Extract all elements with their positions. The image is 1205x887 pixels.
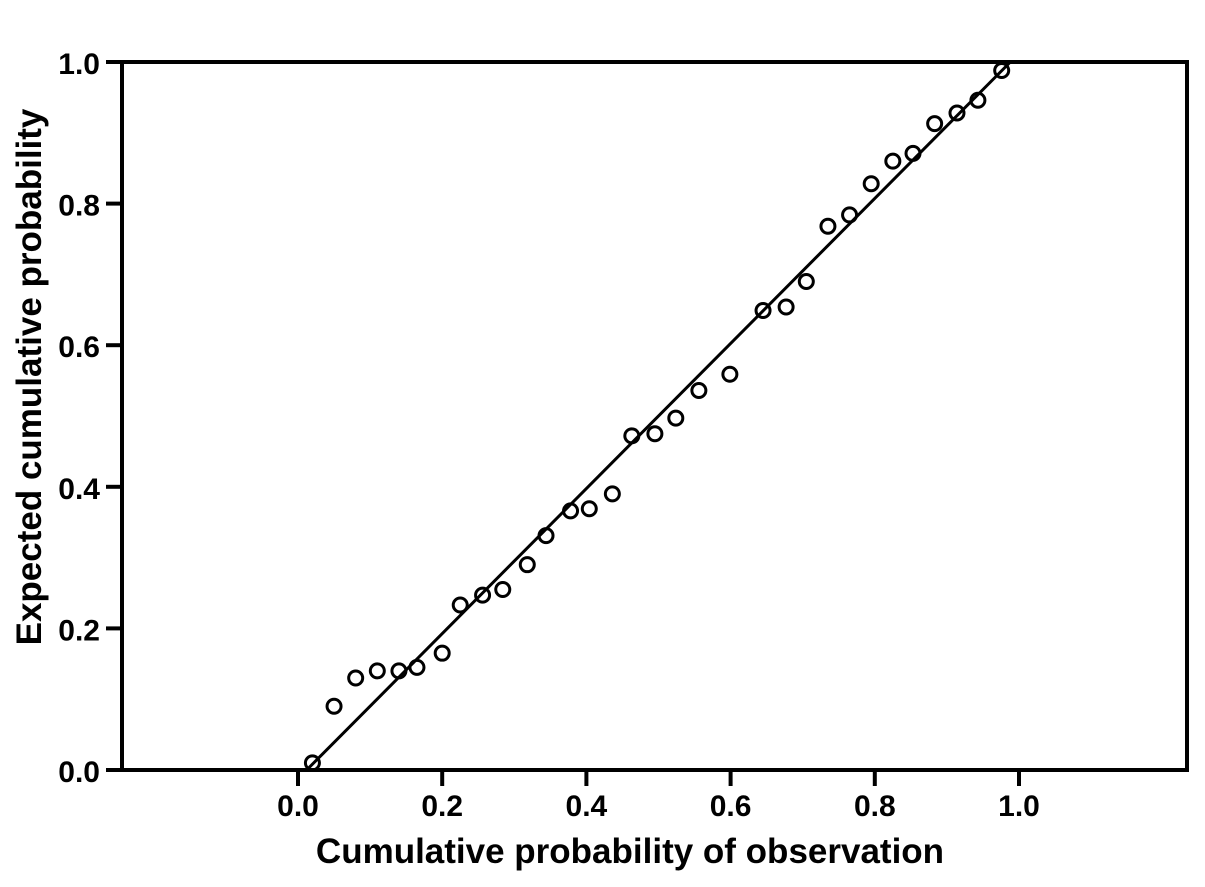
data-point-marker — [494, 580, 512, 598]
data-point-marker — [451, 596, 469, 614]
data-point-marker — [368, 662, 386, 680]
data-point-marker — [862, 175, 880, 193]
data-point-marker — [518, 556, 536, 574]
data-point-marker — [667, 409, 685, 427]
data-point-marker — [926, 115, 944, 133]
x-tick-label: 1.0 — [998, 790, 1040, 823]
data-point-marker — [797, 272, 815, 290]
plot-frame — [120, 60, 1189, 772]
y-axis-title: Expected cumulative probability — [10, 108, 49, 646]
x-axis-title: Cumulative probability of observation — [315, 832, 945, 871]
y-tick-label: 0.4 — [58, 473, 100, 506]
y-tick-label: 0.2 — [58, 614, 100, 647]
data-point-marker — [603, 485, 621, 503]
data-point-marker — [819, 217, 837, 235]
x-tick-label: 0.2 — [421, 790, 463, 823]
data-point-marker — [884, 152, 902, 170]
data-point-marker — [948, 104, 966, 122]
y-tick-label: 0.0 — [58, 756, 100, 789]
x-tick-label: 0.6 — [710, 790, 752, 823]
y-tick-label: 1.0 — [58, 48, 100, 81]
reference-line — [305, 60, 1012, 772]
data-point-marker — [721, 365, 739, 383]
data-point-marker — [777, 298, 795, 316]
x-tick-label: 0.0 — [277, 790, 319, 823]
data-point-marker — [347, 669, 365, 687]
data-point-marker — [325, 697, 343, 715]
data-point-marker — [646, 425, 664, 443]
x-tick-label: 0.4 — [566, 790, 608, 823]
data-point-marker — [433, 644, 451, 662]
data-point-marker — [690, 382, 708, 400]
y-tick-label: 0.8 — [58, 190, 100, 223]
y-tick-label: 0.6 — [58, 331, 100, 364]
data-point-marker — [580, 500, 598, 518]
x-tick-label: 0.8 — [854, 790, 896, 823]
